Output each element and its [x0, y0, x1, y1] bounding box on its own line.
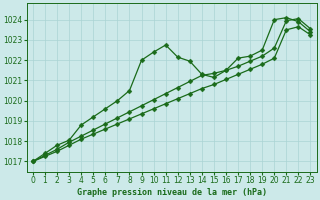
X-axis label: Graphe pression niveau de la mer (hPa): Graphe pression niveau de la mer (hPa)	[77, 188, 267, 197]
